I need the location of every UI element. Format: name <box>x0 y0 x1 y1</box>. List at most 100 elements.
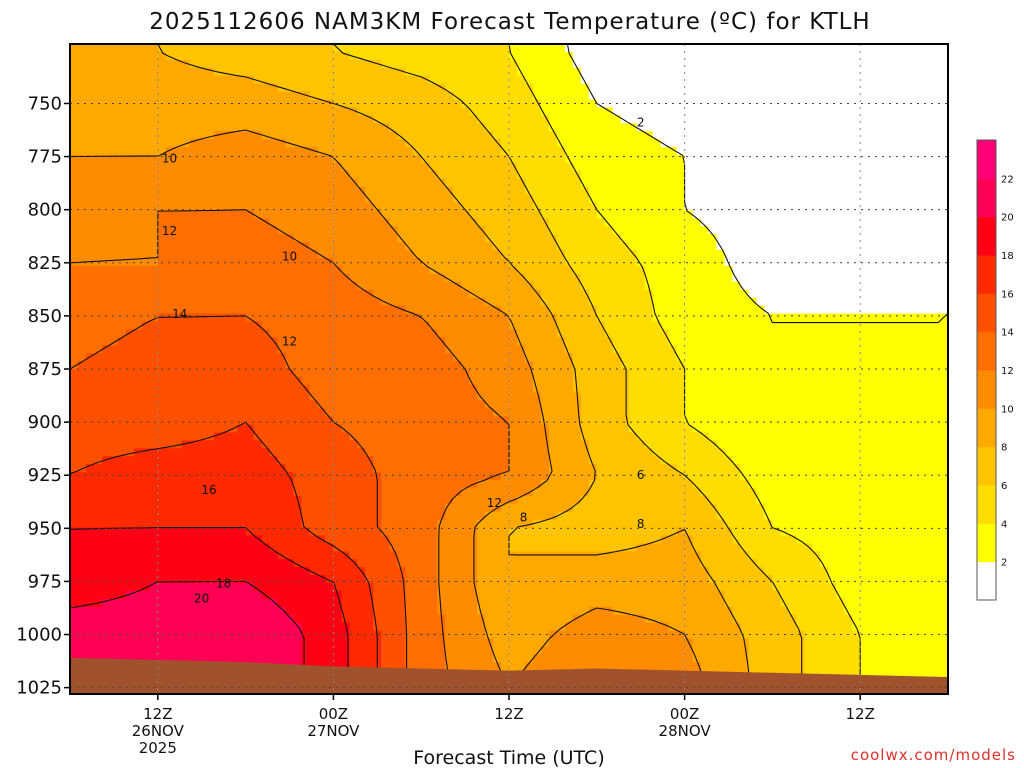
temperature-cell <box>77 131 87 140</box>
temperature-cell <box>493 147 502 156</box>
temperature-cell <box>652 170 662 180</box>
temperature-cell <box>684 321 694 330</box>
temperature-cell <box>620 178 630 188</box>
temperature-cell <box>676 218 686 227</box>
temperature-cell <box>636 321 646 330</box>
temperature-cell <box>245 369 255 378</box>
temperature-cell <box>70 115 79 124</box>
temperature-cell <box>437 59 446 69</box>
temperature-cell <box>644 75 654 85</box>
temperature-cell <box>205 83 215 93</box>
temperature-cell <box>924 131 933 140</box>
temperature-cell <box>908 210 917 219</box>
temperature-cell <box>532 162 542 172</box>
temperature-cell <box>269 361 279 370</box>
temperature-cell <box>429 75 438 85</box>
temperature-cell <box>604 273 614 283</box>
temperature-cell <box>285 59 295 69</box>
temperature-cell <box>636 123 646 132</box>
temperature-cell <box>429 384 438 394</box>
temperature-cell <box>540 170 550 180</box>
temperature-cell <box>580 75 590 85</box>
temperature-cell <box>245 234 255 243</box>
temperature-cell <box>413 361 422 370</box>
temperature-cell <box>261 226 271 235</box>
temperature-cell <box>269 313 279 323</box>
temperature-cell <box>237 218 247 227</box>
temperature-cell <box>165 139 175 148</box>
temperature-cell <box>477 305 486 315</box>
temperature-cell <box>453 313 462 323</box>
temperature-cell <box>317 329 327 338</box>
temperature-cell <box>612 361 622 370</box>
temperature-cell <box>149 75 159 85</box>
temperature-cell <box>125 289 135 299</box>
temperature-cell <box>916 59 925 69</box>
temperature-cell <box>588 329 598 338</box>
temperature-cell <box>660 218 670 227</box>
temperature-cell <box>740 83 750 93</box>
temperature-cell <box>253 400 263 410</box>
temperature-cell <box>477 337 486 346</box>
temperature-cell <box>852 59 861 69</box>
temperature-cell <box>70 107 79 116</box>
temperature-cell <box>125 154 135 164</box>
temperature-cell <box>357 139 366 148</box>
temperature-cell <box>373 392 382 402</box>
temperature-cell <box>485 265 494 275</box>
temperature-cell <box>301 345 311 354</box>
temperature-cell <box>213 154 223 164</box>
temperature-cell <box>93 258 103 267</box>
temperature-cell <box>620 186 630 196</box>
temperature-cell <box>692 75 702 85</box>
temperature-cell <box>748 59 758 69</box>
temperature-cell <box>213 321 223 330</box>
temperature-cell <box>109 99 119 109</box>
temperature-cell <box>509 147 518 156</box>
temperature-cell <box>309 376 319 386</box>
temperature-cell <box>564 162 574 172</box>
temperature-cell <box>804 147 813 156</box>
temperature-cell <box>868 170 877 180</box>
temperature-cell <box>477 91 486 101</box>
temperature-cell <box>237 51 247 61</box>
temperature-cell <box>213 91 223 101</box>
temperature-cell <box>724 194 734 204</box>
temperature-cell <box>189 154 199 164</box>
temperature-cell <box>349 226 358 235</box>
temperature-cell <box>540 226 550 235</box>
temperature-cell <box>173 242 183 251</box>
temperature-cell <box>141 361 151 370</box>
temperature-cell <box>213 369 223 378</box>
temperature-cell <box>852 115 861 124</box>
temperature-cell <box>373 67 382 77</box>
temperature-cell <box>197 321 207 330</box>
temperature-cell <box>389 59 398 69</box>
temperature-cell <box>269 210 279 219</box>
temperature-cell <box>357 400 366 410</box>
temperature-cell <box>708 384 718 394</box>
temperature-cell <box>229 281 239 291</box>
temperature-cell <box>844 234 853 243</box>
temperature-cell <box>748 392 758 402</box>
temperature-cell <box>660 186 670 196</box>
temperature-cell <box>93 218 103 227</box>
temperature-cell <box>365 186 374 196</box>
temperature-cell <box>229 91 239 101</box>
temperature-cell <box>397 194 406 204</box>
temperature-cell <box>708 99 718 109</box>
temperature-cell <box>261 210 271 219</box>
temperature-cell <box>317 345 327 354</box>
temperature-cell <box>109 67 119 77</box>
temperature-cell <box>564 75 574 85</box>
temperature-cell <box>381 273 390 283</box>
temperature-cell <box>644 369 654 378</box>
temperature-cell <box>285 265 295 275</box>
temperature-cell <box>149 139 159 148</box>
temperature-cell <box>924 91 933 101</box>
temperature-cell <box>836 384 845 394</box>
temperature-cell <box>540 281 550 291</box>
temperature-cell <box>828 44 837 53</box>
temperature-cell <box>916 250 925 259</box>
temperature-cell <box>524 392 534 402</box>
